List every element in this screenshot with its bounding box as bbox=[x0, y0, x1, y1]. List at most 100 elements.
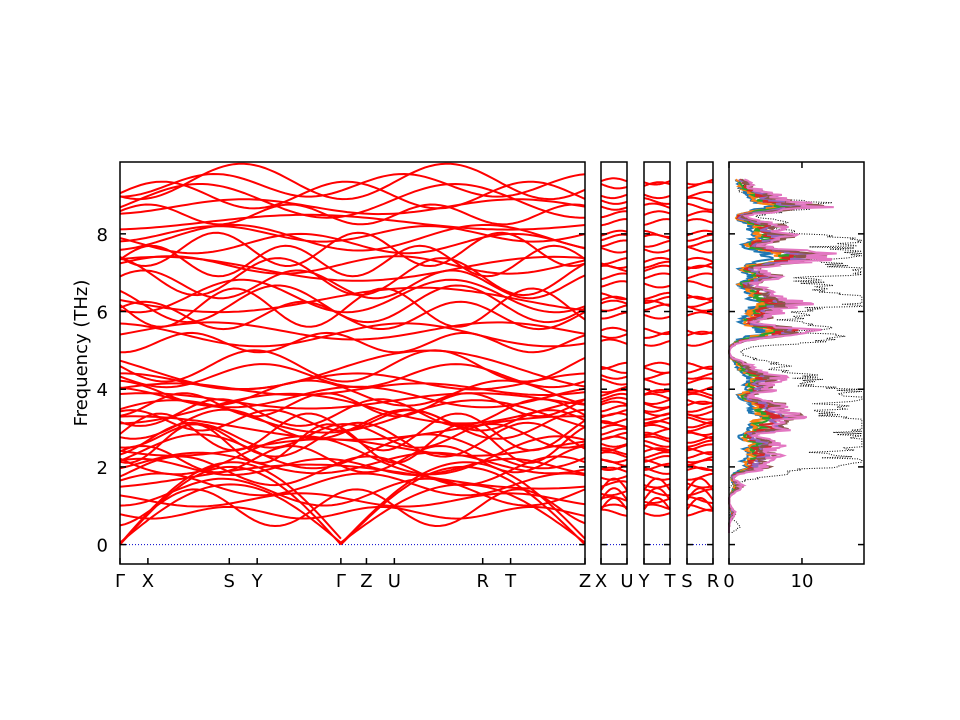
x-tick-label: X bbox=[142, 571, 154, 592]
optical-branch bbox=[686, 503, 714, 512]
optical-branch bbox=[600, 257, 628, 266]
optical-branch bbox=[119, 457, 586, 477]
x-tick-label: T bbox=[664, 571, 677, 592]
acoustic-branch bbox=[643, 497, 671, 511]
optical-branch bbox=[643, 483, 671, 489]
total-dos-curve bbox=[728, 179, 864, 533]
optical-branch bbox=[643, 511, 671, 517]
optical-branch bbox=[686, 178, 714, 186]
optical-branch bbox=[600, 444, 628, 452]
optical-branch bbox=[600, 239, 627, 248]
optical-branch bbox=[643, 473, 671, 481]
optical-branch bbox=[643, 180, 671, 186]
optical-branch bbox=[643, 197, 671, 205]
optical-branch bbox=[643, 411, 671, 417]
optical-branch bbox=[600, 338, 628, 345]
optical-branch bbox=[119, 451, 586, 475]
optical-branch bbox=[600, 490, 628, 497]
optical-branch bbox=[119, 255, 586, 275]
dos-curves bbox=[728, 178, 864, 533]
x-tick-label: Y bbox=[251, 571, 264, 592]
optical-branch bbox=[600, 199, 628, 205]
optical-branch bbox=[119, 433, 586, 470]
optical-branch bbox=[119, 422, 586, 449]
optical-branch bbox=[686, 190, 714, 199]
y-axis-label: Frequency (THz) bbox=[71, 280, 92, 427]
optical-branch bbox=[686, 311, 714, 317]
optical-branch bbox=[119, 300, 586, 331]
optical-branch bbox=[643, 260, 671, 269]
optical-branch bbox=[119, 244, 586, 278]
optical-branch bbox=[643, 424, 671, 431]
optical-branch bbox=[644, 427, 671, 436]
optical-branch bbox=[686, 256, 714, 263]
optical-branch bbox=[119, 463, 586, 490]
optical-branch bbox=[600, 503, 628, 509]
optical-branch bbox=[687, 488, 714, 497]
optical-branch bbox=[643, 299, 671, 307]
x-tick-label: U bbox=[620, 571, 633, 592]
optical-branch bbox=[686, 218, 714, 225]
x-tick-label: Z bbox=[360, 571, 372, 592]
optical-branch bbox=[686, 451, 714, 460]
optical-branch bbox=[600, 378, 628, 386]
optical-branch bbox=[600, 392, 628, 401]
optical-branch bbox=[686, 372, 714, 380]
optical-branch bbox=[643, 488, 671, 497]
optical-branch bbox=[600, 427, 628, 436]
optical-branch bbox=[686, 429, 714, 436]
optical-branch bbox=[686, 416, 714, 425]
panel-frame bbox=[643, 161, 671, 565]
optical-branch bbox=[686, 362, 714, 370]
y-tick-label: 2 bbox=[97, 458, 108, 479]
x-tick-label: T bbox=[504, 571, 517, 592]
optical-branch bbox=[686, 443, 713, 452]
optical-branch bbox=[687, 424, 714, 433]
y-tick-label: 4 bbox=[97, 380, 108, 401]
optical-branch bbox=[119, 363, 586, 389]
panel-frames bbox=[119, 161, 865, 565]
y-tick-label: 6 bbox=[97, 303, 108, 324]
optical-branch bbox=[686, 245, 714, 254]
optical-branch bbox=[600, 400, 628, 406]
y-tick-label: 0 bbox=[97, 536, 108, 557]
optical-branch bbox=[643, 272, 671, 280]
optical-branch bbox=[686, 377, 714, 385]
optical-branch bbox=[643, 389, 671, 396]
optical-branch bbox=[686, 392, 714, 400]
optical-branch bbox=[686, 482, 714, 489]
optical-branch bbox=[687, 233, 713, 242]
optical-branch bbox=[686, 262, 714, 269]
acoustic-branch bbox=[340, 461, 586, 545]
optical-branch bbox=[601, 311, 628, 320]
optical-branch bbox=[600, 292, 628, 301]
optical-branch bbox=[686, 329, 714, 336]
acoustic-branch bbox=[340, 483, 586, 544]
optical-branch bbox=[687, 472, 714, 481]
optical-branch bbox=[600, 272, 628, 281]
x-tick-label: U bbox=[388, 571, 401, 592]
optical-branch bbox=[600, 458, 628, 464]
optical-branch bbox=[600, 374, 628, 380]
optical-branch bbox=[119, 225, 586, 243]
panel-frame bbox=[600, 161, 628, 565]
optical-branch bbox=[643, 431, 671, 440]
optical-branch bbox=[600, 480, 628, 488]
optical-branch bbox=[643, 416, 671, 425]
optical-branch bbox=[119, 392, 586, 425]
optical-branch bbox=[119, 349, 586, 390]
optical-branch bbox=[643, 454, 671, 463]
optical-branch bbox=[601, 431, 628, 440]
optical-branch bbox=[686, 202, 714, 211]
optical-branch bbox=[643, 256, 671, 264]
optical-branch bbox=[686, 239, 713, 248]
optical-branch bbox=[119, 198, 586, 216]
optical-branch bbox=[119, 505, 586, 520]
optical-branch bbox=[643, 378, 671, 386]
x-tick-label: R bbox=[476, 571, 489, 592]
optical-branch bbox=[643, 497, 671, 504]
optical-branch bbox=[643, 398, 671, 405]
optical-branch bbox=[643, 503, 671, 511]
optical-branch bbox=[643, 444, 671, 452]
